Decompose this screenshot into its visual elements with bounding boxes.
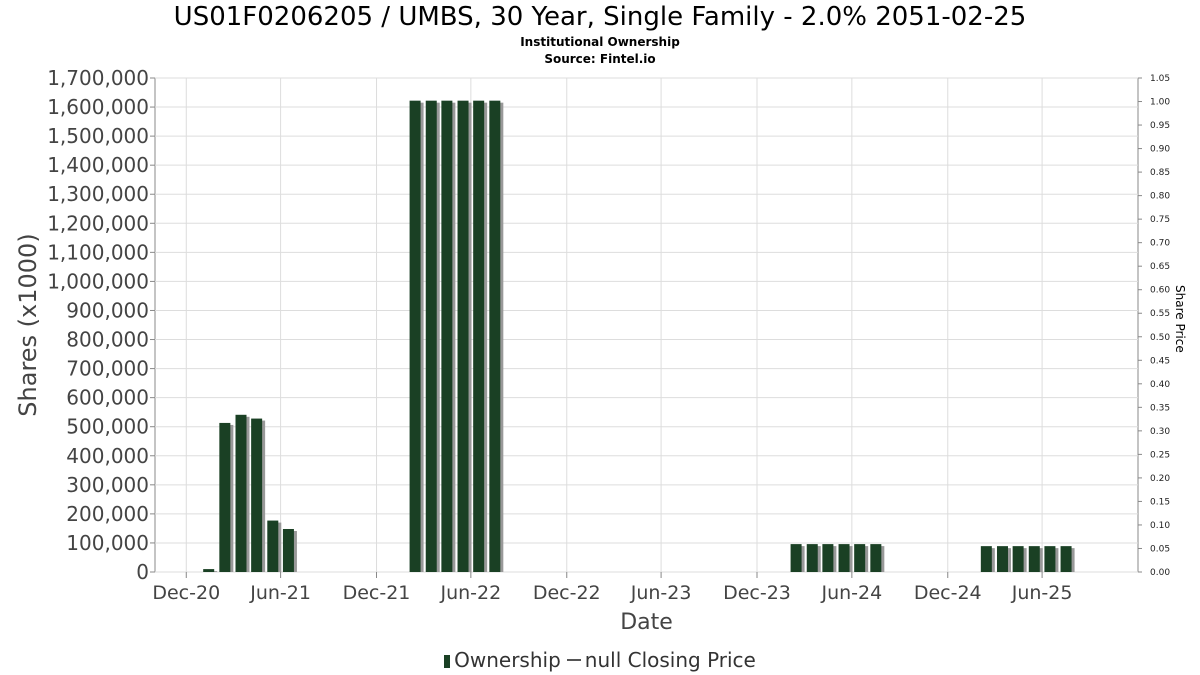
x-tick-label: Jun-22 bbox=[439, 582, 501, 604]
y2-tick-label: 0.85 bbox=[1150, 168, 1170, 178]
ownership-bar bbox=[441, 100, 453, 572]
y2-tick-label: 0.40 bbox=[1150, 380, 1170, 390]
ownership-bar bbox=[219, 422, 231, 572]
y-tick-label: 400,000 bbox=[66, 444, 149, 468]
y2-tick-label: 0.80 bbox=[1150, 192, 1170, 202]
ownership-bar bbox=[1028, 546, 1040, 572]
x-tick-label: Jun-23 bbox=[630, 582, 692, 604]
y-tick-label: 700,000 bbox=[66, 357, 149, 381]
y-tick-label: 1,300,000 bbox=[47, 182, 149, 206]
x-tick-label: Dec-20 bbox=[152, 582, 220, 604]
ownership-bar bbox=[790, 544, 802, 572]
y-tick-label: 300,000 bbox=[66, 473, 149, 497]
y-axis-label: Shares (x1000) bbox=[14, 233, 42, 416]
ownership-bar bbox=[838, 544, 850, 572]
ownership-bar bbox=[489, 100, 501, 572]
ownership-bar bbox=[1044, 546, 1056, 572]
y2-tick-label: 0.30 bbox=[1150, 427, 1170, 437]
y2-tick-label: 1.05 bbox=[1150, 74, 1170, 84]
y2-tick-label: 0.55 bbox=[1150, 309, 1170, 319]
y2-tick-label: 0.95 bbox=[1150, 121, 1170, 131]
ownership-bar bbox=[473, 100, 485, 572]
y2-tick-label: 0.00 bbox=[1150, 568, 1170, 578]
legend-price-line bbox=[566, 659, 581, 661]
y2-axis: 0.00 0.05 0.10 0.15 0.20 0.25 0.30 0.35 0.40 0.45… bbox=[1138, 74, 1170, 578]
ownership-bar bbox=[806, 544, 818, 572]
y2-tick-label: 0.90 bbox=[1150, 145, 1170, 155]
x-tick-label: Dec-21 bbox=[343, 582, 411, 604]
ownership-bar bbox=[822, 544, 834, 572]
x-tick-label: Dec-23 bbox=[723, 582, 791, 604]
y-tick-label: 1,500,000 bbox=[47, 124, 149, 148]
y-tick-label: 1,000,000 bbox=[47, 269, 149, 293]
ownership-bar bbox=[409, 100, 421, 572]
ownership-bar bbox=[235, 414, 247, 572]
y2-axis-label: Share Price bbox=[1173, 285, 1187, 353]
ownership-bar bbox=[870, 544, 882, 572]
ownership-bar bbox=[267, 520, 279, 572]
y2-tick-label: 0.20 bbox=[1150, 474, 1170, 484]
y-tick-label: 200,000 bbox=[66, 502, 149, 526]
ownership-bar bbox=[282, 528, 294, 572]
y2-tick-label: 0.50 bbox=[1150, 333, 1170, 343]
x-axis: Dec-20 Jun-21 Dec-21 Jun-22 Dec-22 Jun-23 Dec-… bbox=[152, 572, 1072, 604]
ownership-chart: 0 100,000 200,000 300,000 400,000 500,000 600,… bbox=[14, 66, 1187, 635]
y2-tick-label: 0.75 bbox=[1150, 215, 1170, 225]
ownership-bar bbox=[1012, 546, 1024, 572]
plot-area bbox=[154, 77, 1139, 573]
x-tick-label: Dec-22 bbox=[533, 582, 601, 604]
y2-tick-label: 0.45 bbox=[1150, 356, 1170, 366]
y-tick-label: 1,100,000 bbox=[47, 240, 149, 264]
legend-ownership-swatch bbox=[444, 655, 451, 668]
grid-lines bbox=[155, 77, 1138, 573]
legend-price-label: null Closing Price bbox=[584, 648, 756, 672]
y-tick-label: 1,400,000 bbox=[47, 153, 149, 177]
y2-tick-label: 0.65 bbox=[1150, 262, 1170, 272]
legend: Ownership null Closing Price bbox=[0, 648, 1200, 672]
y-tick-label: 0 bbox=[136, 560, 149, 584]
ownership-bar bbox=[996, 546, 1008, 572]
ownership-bar bbox=[203, 569, 215, 572]
ownership-bar bbox=[854, 544, 866, 572]
chart-source: Source: Fintel.io bbox=[544, 52, 656, 66]
x-tick-label: Jun-21 bbox=[249, 582, 311, 604]
y-axis: 0 100,000 200,000 300,000 400,000 500,000 600,… bbox=[47, 66, 155, 584]
chart-subtitle: Institutional Ownership bbox=[520, 35, 680, 49]
bars-group bbox=[203, 100, 1075, 572]
x-axis-label: Date bbox=[620, 610, 673, 635]
chart-title: US01F0206205 / UMBS, 30 Year, Single Fam… bbox=[173, 2, 1027, 32]
y2-tick-label: 0.25 bbox=[1150, 450, 1170, 460]
y-tick-label: 1,600,000 bbox=[47, 95, 149, 119]
y2-tick-label: 0.05 bbox=[1150, 544, 1170, 554]
y2-tick-label: 1.00 bbox=[1150, 98, 1170, 108]
y-tick-label: 1,200,000 bbox=[47, 211, 149, 235]
y2-tick-label: 0.70 bbox=[1150, 239, 1170, 249]
y-tick-label: 900,000 bbox=[66, 298, 149, 322]
y2-tick-label: 0.60 bbox=[1150, 286, 1170, 296]
y-tick-label: 100,000 bbox=[66, 531, 149, 555]
x-tick-label: Jun-24 bbox=[820, 582, 882, 604]
ownership-bar bbox=[1060, 546, 1072, 572]
y-tick-label: 600,000 bbox=[66, 386, 149, 410]
x-tick-label: Jun-25 bbox=[1011, 582, 1073, 604]
y-tick-label: 800,000 bbox=[66, 328, 149, 352]
y2-tick-label: 0.35 bbox=[1150, 403, 1170, 413]
ownership-bar bbox=[457, 100, 469, 572]
y-tick-label: 500,000 bbox=[66, 415, 149, 439]
x-tick-label: Dec-24 bbox=[914, 582, 982, 604]
y2-tick-label: 0.15 bbox=[1150, 497, 1170, 507]
ownership-bar bbox=[980, 546, 992, 572]
ownership-bar bbox=[425, 100, 437, 572]
y-tick-label: 1,700,000 bbox=[47, 66, 149, 90]
y2-tick-label: 0.10 bbox=[1150, 521, 1170, 531]
legend-ownership-label: Ownership bbox=[454, 648, 561, 672]
ownership-bar bbox=[251, 418, 263, 572]
